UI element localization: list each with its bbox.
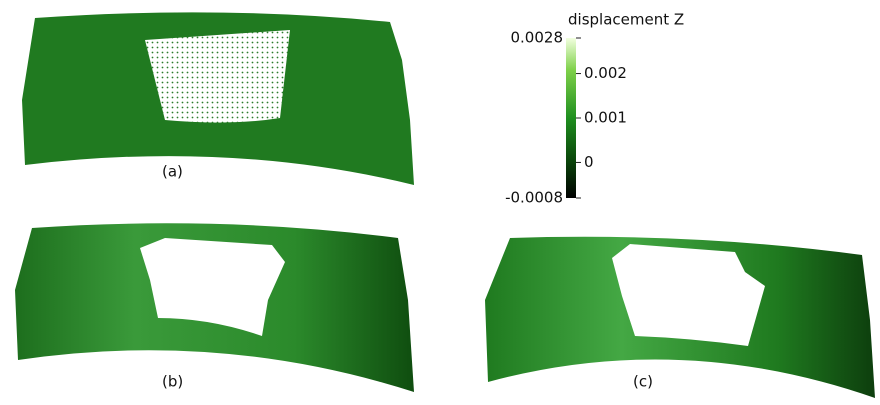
- hole: [612, 244, 765, 346]
- panel-label: (a): [162, 163, 183, 181]
- tick-label: -0.0008: [505, 189, 563, 207]
- panel-c: (c): [485, 236, 875, 398]
- hole: [140, 238, 285, 336]
- tick-label: 0.0028: [511, 29, 564, 47]
- panel-b: (b): [15, 223, 414, 392]
- tick-label: 0.001: [584, 109, 627, 127]
- tick-label: 0.002: [584, 64, 627, 82]
- panel-label: (c): [633, 373, 653, 391]
- panel-label: (b): [162, 373, 183, 391]
- panel-a: (a): [22, 12, 414, 185]
- colorbar: displacement Z -0.0008 0 0.001 0.002 0.0028: [505, 11, 684, 207]
- mesh-patch: [145, 30, 290, 123]
- color-scale: [566, 38, 576, 198]
- tick-label: 0: [584, 153, 594, 171]
- colorbar-title: displacement Z: [568, 11, 684, 29]
